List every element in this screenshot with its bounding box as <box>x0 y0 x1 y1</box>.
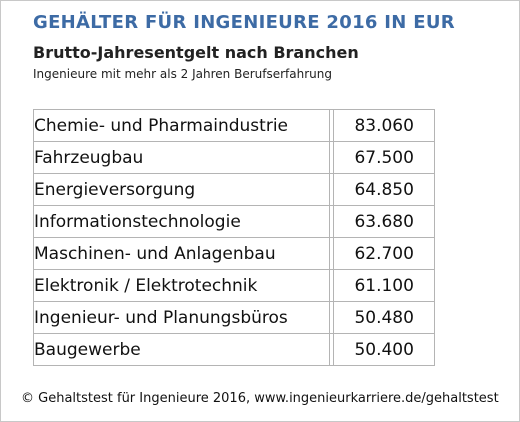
source-footer: © Gehaltstest für Ingenieure 2016, www.i… <box>21 391 499 406</box>
gehalt-cell: 61.100 <box>333 269 435 302</box>
table-row: Elektronik / Elektrotechnik 61.100 <box>33 269 435 302</box>
gehalt-cell: 50.400 <box>333 333 435 366</box>
gehalt-cell: 50.480 <box>333 301 435 334</box>
branche-cell: Energieversorgung <box>33 173 330 206</box>
table-row: Energieversorgung 64.850 <box>33 173 435 206</box>
branche-cell: Chemie- und Pharmaindustrie <box>33 109 330 142</box>
gehalt-cell: 62.700 <box>333 237 435 270</box>
gehalt-cell: 64.850 <box>333 173 435 206</box>
chart-subtitle: Brutto-Jahresentgelt nach Branchen <box>33 43 359 62</box>
salary-table: Chemie- und Pharmaindustrie 83.060 Fahrzeu… <box>33 109 435 366</box>
gehalt-cell: 67.500 <box>333 141 435 174</box>
chart-note: Ingenieure mit mehr als 2 Jahren Berufse… <box>33 67 332 81</box>
gehalt-cell: 83.060 <box>333 109 435 142</box>
table-row: Fahrzeugbau 67.500 <box>33 141 435 174</box>
table-row: Ingenieur- und Planungsbüros 50.480 <box>33 301 435 334</box>
chart-title: GEHÄLTER FÜR INGENIEURE 2016 IN EUR <box>33 12 455 33</box>
branche-cell: Ingenieur- und Planungsbüros <box>33 301 330 334</box>
branche-cell: Maschinen- und Anlagenbau <box>33 237 330 270</box>
branche-cell: Informationstechnologie <box>33 205 330 238</box>
gehalt-cell: 63.680 <box>333 205 435 238</box>
table-row: Baugewerbe 50.400 <box>33 333 435 366</box>
branche-cell: Elektronik / Elektrotechnik <box>33 269 330 302</box>
table-row: Informationstechnologie 63.680 <box>33 205 435 238</box>
branche-cell: Baugewerbe <box>33 333 330 366</box>
table-row: Maschinen- und Anlagenbau 62.700 <box>33 237 435 270</box>
table-row: Chemie- und Pharmaindustrie 83.060 <box>33 109 435 142</box>
branche-cell: Fahrzeugbau <box>33 141 330 174</box>
salary-table-body: Chemie- und Pharmaindustrie 83.060 Fahrzeu… <box>33 109 435 366</box>
